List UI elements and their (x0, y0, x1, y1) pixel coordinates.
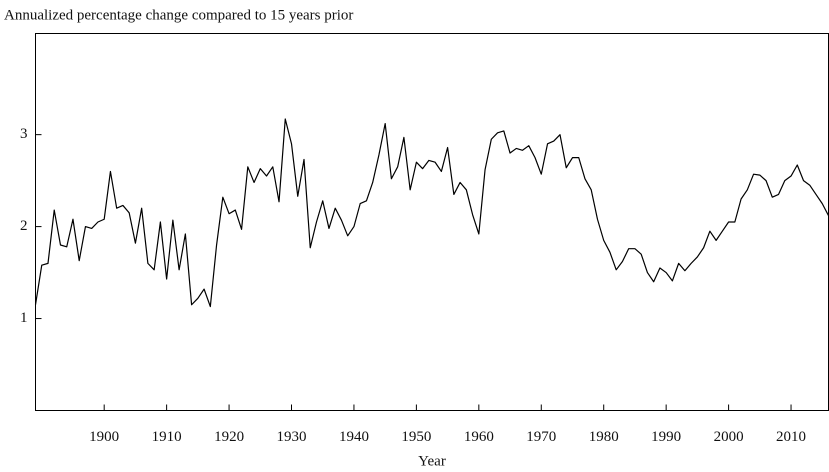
y-tick-label: 2 (20, 218, 28, 234)
x-tick-label: 1960 (464, 429, 494, 445)
x-tick-label: 1970 (526, 429, 556, 445)
chart-title: Annualized percentage change compared to… (4, 7, 353, 23)
x-tick-label: 1980 (589, 429, 619, 445)
x-tick-label: 2000 (714, 429, 744, 445)
x-tick-label: 1930 (277, 429, 307, 445)
y-tick-label: 1 (20, 310, 28, 326)
x-tick-label: 1910 (152, 429, 182, 445)
x-tick-label: 2010 (776, 429, 806, 445)
plot-frame (35, 33, 829, 411)
x-tick-label: 1950 (401, 429, 431, 445)
x-tick-label: 1990 (651, 429, 681, 445)
x-tick-label: 1940 (339, 429, 369, 445)
x-axis-label: Year (418, 453, 446, 469)
y-tick-label: 3 (20, 126, 28, 142)
x-tick-label: 1920 (214, 429, 244, 445)
x-tick-label: 1900 (89, 429, 119, 445)
data-line (34, 118, 829, 308)
